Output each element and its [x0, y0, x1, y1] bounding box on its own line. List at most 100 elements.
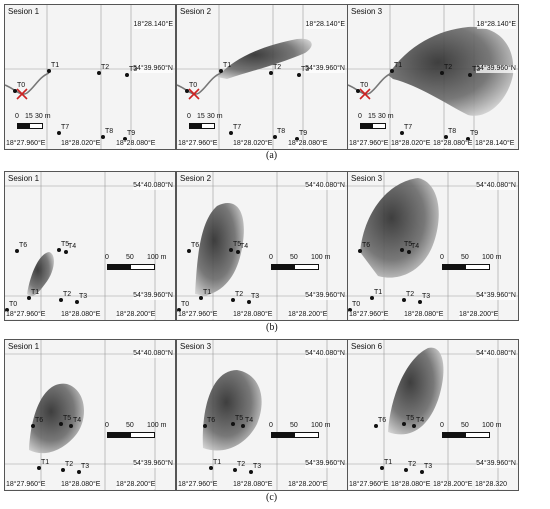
- station-marker: [47, 69, 51, 73]
- latitude-label: 54°39.960°N: [133, 65, 173, 73]
- map-panel: Sesion 2 54°40.080°N 54°39.960°N T6 T5 T4 T0 T1…: [176, 171, 348, 321]
- bottom-coordinate-label: 18°27.960°E: [349, 140, 389, 148]
- scale-label: 50: [290, 422, 298, 429]
- bottom-coordinate-label: 18°28.200°E: [116, 481, 156, 489]
- station-label: T2: [101, 64, 110, 71]
- station-marker: [241, 424, 245, 428]
- latitude-label: 54°39.960°N: [476, 292, 516, 300]
- bottom-coordinate-label: 18°27.960°E: [349, 481, 389, 489]
- session-label: Sesion 1: [8, 342, 40, 351]
- station-marker: [468, 73, 472, 77]
- outlet-marker: [188, 88, 200, 100]
- figure-row: Sesion 1 18°28.140°E 54°39.960°N T0 T1 T2 T3 T7…: [4, 4, 546, 150]
- plume-shape: [195, 203, 244, 296]
- station-marker: [101, 135, 105, 139]
- station-label: T1: [51, 62, 60, 69]
- scale-label: 100 m: [147, 422, 167, 429]
- station-marker: [69, 424, 73, 428]
- station-label: T2: [444, 64, 453, 71]
- latitude-label: 54°39.960°N: [133, 292, 173, 300]
- scale-label: 100 m: [482, 254, 502, 261]
- station-marker: [402, 298, 406, 302]
- station-marker: [370, 296, 374, 300]
- map-panel: Sesion 3 18°28.140°E 54°39.960°N T0 T1 T2 T3 T7…: [347, 4, 519, 150]
- scale-label: 0: [440, 422, 444, 429]
- bottom-coordinate-label: 18°28.080°E: [61, 311, 101, 319]
- station-marker: [374, 424, 378, 428]
- scale-label: 0: [105, 254, 109, 261]
- station-label: T4: [245, 417, 254, 424]
- row-caption: (c): [266, 492, 278, 503]
- scale-label: 15: [368, 113, 376, 120]
- scale-label: 0: [105, 422, 109, 429]
- bottom-coordinate-label: 18°27.960°E: [349, 311, 389, 319]
- station-marker: [269, 71, 273, 75]
- bottom-coordinate-label: 18°27.960°E: [6, 311, 46, 319]
- session-label: Sesion 3: [180, 342, 212, 351]
- plume-shape: [202, 370, 262, 451]
- bottom-coordinate-label: 18°28.020°E: [391, 140, 431, 148]
- station-label: T6: [19, 242, 28, 249]
- station-marker: [356, 89, 360, 93]
- scale-bar-fill: [361, 124, 373, 128]
- station-label: T1: [41, 459, 50, 466]
- station-label: T3: [251, 293, 260, 300]
- station-label: T1: [213, 459, 222, 466]
- station-marker: [64, 250, 68, 254]
- station-label: T1: [374, 289, 383, 296]
- station-marker: [233, 468, 237, 472]
- station-marker: [37, 466, 41, 470]
- bottom-coordinate-label: 18°28.080°E: [233, 481, 273, 489]
- station-label: T2: [237, 461, 246, 468]
- station-label: T6: [35, 417, 44, 424]
- latitude-label: 54°39.960°N: [305, 65, 345, 73]
- top-coordinate-label: 54°40.080°N: [305, 182, 345, 190]
- bottom-coordinate-label: 18°28.200°E: [459, 311, 499, 319]
- scale-bar-fill: [18, 124, 30, 128]
- scale-label: 50: [290, 254, 298, 261]
- scale-label: 50: [126, 422, 134, 429]
- station-marker: [31, 424, 35, 428]
- station-label: T8: [105, 128, 114, 135]
- scale-label: 30 m: [378, 113, 394, 120]
- station-label: T3: [129, 66, 138, 73]
- station-marker: [57, 248, 61, 252]
- top-coordinate-label: 18°28.140°E: [305, 21, 345, 29]
- scale-bar: [107, 264, 155, 270]
- station-marker: [229, 248, 233, 252]
- station-marker: [466, 137, 470, 141]
- station-marker: [348, 308, 352, 312]
- station-label: T5: [233, 241, 242, 248]
- scale-bar-fill: [190, 124, 202, 128]
- station-label: T0: [352, 301, 361, 308]
- station-marker: [229, 131, 233, 135]
- station-label: T7: [233, 124, 242, 131]
- station-marker: [400, 248, 404, 252]
- station-label: T0: [360, 82, 369, 89]
- bottom-coordinate-label: 18°28.140°E: [475, 140, 515, 148]
- session-label: Sesion 1: [8, 7, 40, 16]
- station-label: T7: [61, 124, 70, 131]
- station-marker: [440, 71, 444, 75]
- map-panel: Sesion 1 54°40.080°N 54°39.960°N T6 T5 T4 T1 T2…: [4, 339, 176, 491]
- scale-label: 0: [269, 254, 273, 261]
- scale-label: 0: [15, 113, 19, 120]
- scale-bar-fill: [272, 433, 295, 437]
- station-label: T1: [203, 289, 212, 296]
- scale-label: 0: [187, 113, 191, 120]
- map-panel: Sesion 3 54°40.080°N 54°39.960°N T6 T5 T4 T1 T2…: [176, 339, 348, 491]
- station-marker: [75, 300, 79, 304]
- station-marker: [219, 69, 223, 73]
- outlet-marker: [359, 88, 371, 100]
- session-label: Sesion 6: [351, 342, 383, 351]
- station-label: T2: [273, 64, 282, 71]
- station-label: T5: [235, 415, 244, 422]
- bottom-coordinate-label: 18°28.320: [475, 481, 507, 489]
- map-panel: Sesion 1 18°28.140°E 54°39.960°N T0 T1 T2 T3 T7…: [4, 4, 176, 150]
- plume-shape: [217, 38, 312, 79]
- station-marker: [407, 250, 411, 254]
- station-label: T1: [31, 289, 40, 296]
- station-marker: [420, 470, 424, 474]
- station-label: T9: [127, 130, 136, 137]
- top-coordinate-label: 54°40.080°N: [476, 182, 516, 190]
